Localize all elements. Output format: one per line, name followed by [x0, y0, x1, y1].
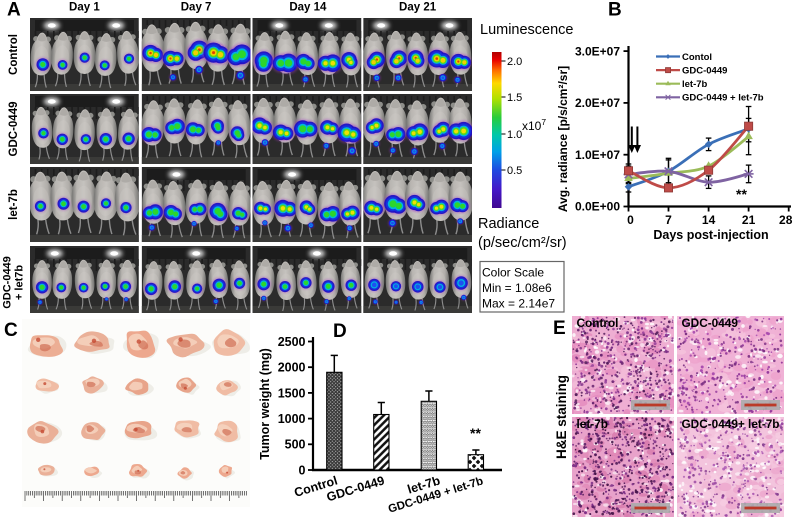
svg-text:GDC-0449: GDC-0449: [2, 256, 14, 309]
svg-text:1.0: 1.0: [507, 129, 522, 141]
svg-text:Contol: Contol: [682, 52, 712, 63]
svg-text:500: 500: [285, 438, 306, 452]
svg-text:(p/sec/cm²/sr): (p/sec/cm²/sr): [478, 235, 567, 251]
svg-text:1000: 1000: [278, 412, 306, 426]
svg-text:Day 14: Day 14: [289, 2, 327, 14]
svg-text:x107: x107: [522, 117, 546, 133]
svg-text:21: 21: [742, 213, 756, 227]
svg-text:GDC-0449 + let-7b: GDC-0449 + let-7b: [682, 93, 764, 104]
svg-text:2.0: 2.0: [507, 56, 522, 68]
svg-text:Tumor weight (mg): Tumor weight (mg): [258, 348, 272, 460]
svg-text:A: A: [7, 0, 21, 20]
svg-text:GDC-0449: GDC-0449: [682, 316, 739, 330]
svg-text:2.0E+07: 2.0E+07: [575, 96, 620, 110]
svg-text:Day 1: Day 1: [69, 2, 100, 14]
svg-text:Radiance: Radiance: [478, 216, 539, 232]
svg-text:GDC-0449+ let-7b: GDC-0449+ let-7b: [682, 417, 780, 431]
svg-text:0.0E+00: 0.0E+00: [575, 200, 620, 214]
svg-text:Max = 2.14e7: Max = 2.14e7: [482, 297, 555, 311]
svg-text:7: 7: [665, 213, 672, 227]
svg-text:let-7b: let-7b: [577, 417, 608, 431]
svg-text:Luminescence: Luminescence: [480, 22, 574, 38]
svg-text:0.5: 0.5: [507, 165, 522, 177]
svg-text:**: **: [736, 186, 747, 202]
svg-text:1.5: 1.5: [507, 92, 522, 104]
svg-text:let-7b: let-7b: [8, 189, 20, 220]
svg-text:Min = 1.08e6: Min = 1.08e6: [482, 281, 552, 295]
svg-text:Day 21: Day 21: [399, 2, 437, 14]
svg-text:0: 0: [627, 213, 634, 227]
svg-text:B: B: [608, 0, 622, 21]
svg-text:28: 28: [779, 213, 793, 227]
svg-text:1.0E+07: 1.0E+07: [575, 148, 620, 162]
svg-text:E: E: [553, 318, 566, 339]
svg-text:let-7b: let-7b: [682, 79, 708, 90]
svg-text:+ let7b: + let7b: [14, 265, 26, 300]
svg-text:Avg. radiance [p/s/cm²/sr]: Avg. radiance [p/s/cm²/sr]: [556, 66, 570, 212]
svg-text:H&E staining: H&E staining: [554, 375, 569, 459]
svg-text:0: 0: [299, 463, 306, 477]
svg-text:GDC-0449: GDC-0449: [682, 65, 727, 76]
svg-text:2500: 2500: [278, 335, 306, 349]
svg-text:Day 7: Day 7: [181, 2, 212, 14]
svg-text:14: 14: [702, 213, 716, 227]
svg-text:**: **: [470, 425, 481, 441]
svg-text:GDC-0449: GDC-0449: [8, 102, 20, 157]
svg-text:Control: Control: [577, 316, 619, 330]
svg-text:1500: 1500: [278, 386, 306, 400]
svg-text:Color Scale: Color Scale: [482, 266, 544, 280]
svg-text:Control: Control: [8, 34, 20, 75]
svg-text:Days post-injection: Days post-injection: [653, 228, 768, 242]
svg-text:C: C: [4, 320, 18, 341]
svg-text:2000: 2000: [278, 361, 306, 375]
svg-text:3.0E+07: 3.0E+07: [575, 44, 620, 58]
svg-text:D: D: [333, 321, 347, 342]
